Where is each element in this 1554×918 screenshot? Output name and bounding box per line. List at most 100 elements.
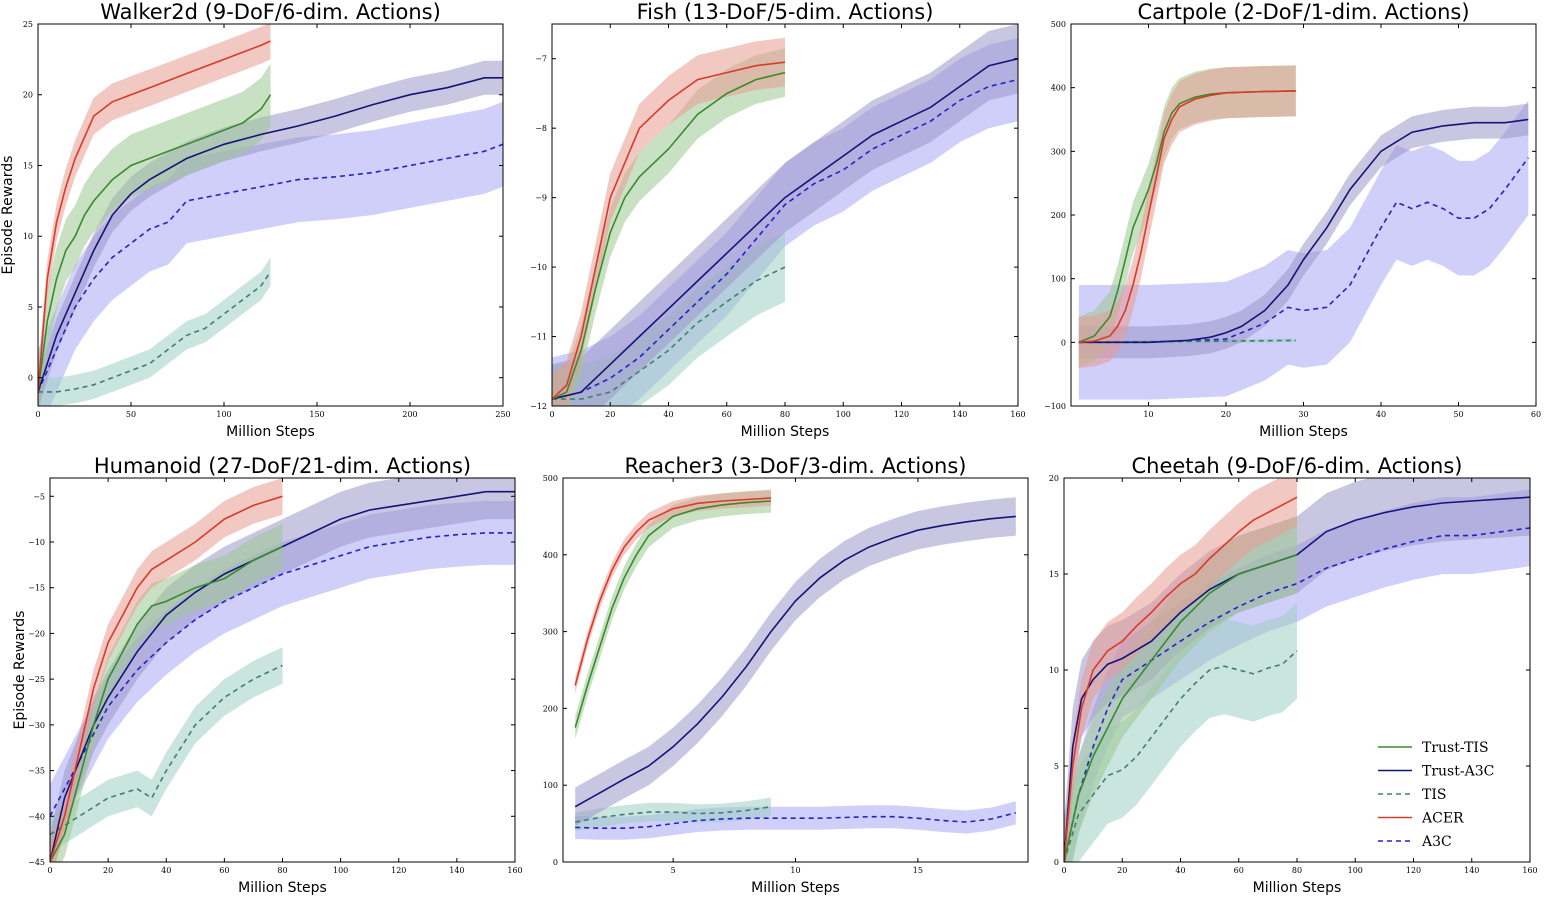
x-tick-label: 140	[449, 866, 464, 875]
y-tick-label: −10	[28, 538, 45, 547]
y-tick-label: 5	[28, 303, 33, 312]
line-tis	[1078, 339, 1296, 344]
line-a3c	[552, 78, 1018, 400]
x-tick-label: 40	[161, 866, 171, 875]
y-tick-label: 500	[1051, 20, 1066, 29]
y-tick-label: 200	[1051, 211, 1066, 220]
y-tick-label: 0	[553, 858, 558, 867]
line-a3c	[1064, 527, 1530, 862]
x-tick-label: 100	[1348, 866, 1363, 875]
x-tick-label: 80	[780, 410, 790, 419]
y-tick-label: 200	[543, 704, 558, 713]
y-tick-label: −12	[530, 402, 547, 411]
y-tick-label: −35	[28, 767, 45, 776]
line-trust-tis	[1064, 554, 1298, 862]
y-tick-label: 300	[543, 628, 558, 637]
line-trust-tis	[1078, 90, 1296, 344]
line-trust-a3c	[38, 77, 503, 393]
y-tick-label: 0	[28, 374, 33, 383]
x-tick-label: 0	[47, 866, 52, 875]
x-axis-label: Million Steps	[226, 424, 315, 440]
chart-cheetah: 0 20 40 60 80 100 120 140 160 0 5 10 15 20 Cheetah (9-…	[1049, 454, 1538, 896]
y-axis-label: Episode Rewards	[12, 611, 28, 730]
band-acer	[1064, 478, 1297, 862]
y-tick-label: 10	[1049, 666, 1059, 675]
x-tick-label: 250	[495, 410, 510, 419]
band-a3c	[38, 101, 503, 406]
y-tick-label: −40	[28, 812, 45, 821]
line-acer	[552, 61, 786, 400]
legend-label: ACER	[1421, 811, 1464, 827]
y-tick-label: −15	[28, 584, 45, 593]
x-tick-label: 120	[1406, 866, 1421, 875]
chart-reacher3: 5 10 15 0 100 200 300 400 500 Reacher3 (3-DoF/3-d…	[543, 454, 1029, 896]
x-tick-label: 60	[219, 866, 229, 875]
band-tis	[1064, 602, 1297, 862]
x-tick-label: 30	[1298, 410, 1308, 419]
band-acer	[575, 490, 771, 693]
legend-item-trust-a3c: Trust-A3C	[1378, 764, 1494, 780]
line-a3c	[575, 812, 1016, 829]
x-tick-label: 160	[1522, 866, 1537, 875]
series-group	[1064, 478, 1530, 862]
band-tis	[575, 797, 771, 832]
x-tick-label: 100	[836, 410, 851, 419]
line-a3c	[50, 532, 515, 817]
y-tick-label: 300	[1051, 147, 1066, 156]
x-tick-label: 60	[1234, 866, 1244, 875]
x-tick-label: 160	[507, 866, 522, 875]
x-tick-label: 10	[1143, 410, 1153, 419]
chart-title: Cartpole (2-DoF/1-dim. Actions)	[1137, 0, 1469, 24]
x-axis-label: Million Steps	[1253, 880, 1342, 896]
y-tick-label: 400	[543, 551, 558, 560]
x-tick-label: 100	[333, 866, 348, 875]
chart-fish: 0 20 40 60 80 100 120 140 160 −12 −11 −10 −9 −8 −7 Fish…	[530, 0, 1026, 440]
line-trust-a3c	[552, 57, 1018, 400]
x-axis-label: Million Steps	[238, 880, 327, 896]
chart-walker2d: 0 50 100 150 200 250 0 5 10 15 20 25 Walker2d (9-DoF…	[0, 0, 511, 440]
y-tick-label: 500	[543, 474, 558, 483]
y-tick-label: 15	[1049, 570, 1059, 579]
line-acer	[1078, 90, 1296, 344]
y-tick-label: −9	[535, 194, 547, 203]
line-trust-tis	[38, 94, 272, 393]
line-tis	[552, 266, 786, 400]
line-trust-a3c	[574, 515, 1016, 808]
line-acer	[574, 497, 772, 686]
y-tick-label: 25	[23, 20, 33, 29]
band-tis	[38, 257, 271, 406]
x-tick-label: 20	[103, 866, 113, 875]
legend-item-tis: TIS	[1378, 787, 1446, 803]
series-group	[552, 24, 1018, 406]
chart-title: Reacher3 (3-DoF/3-dim. Actions)	[625, 454, 967, 478]
x-tick-label: 200	[402, 410, 417, 419]
band-trust-a3c	[38, 60, 503, 406]
x-axis-label: Million Steps	[741, 424, 830, 440]
line-a3c	[38, 143, 503, 393]
y-axis-label: Episode Rewards	[0, 156, 16, 275]
y-tick-label: 10	[23, 232, 33, 241]
band-trust-a3c	[552, 24, 1018, 406]
line-tis	[575, 805, 772, 823]
line-acer	[38, 40, 271, 392]
x-tick-label: 140	[1464, 866, 1479, 875]
line-trust-a3c	[1078, 118, 1529, 344]
x-tick-label: 60	[722, 410, 732, 419]
x-tick-label: 120	[391, 866, 406, 875]
y-tick-label: −20	[28, 629, 45, 638]
x-tick-label: 40	[1175, 866, 1185, 875]
line-trust-tis	[50, 545, 283, 862]
legend-item-a3c: A3C	[1378, 834, 1452, 850]
x-tick-label: 150	[309, 410, 324, 419]
chart-title: Humanoid (27-DoF/21-dim. Actions)	[94, 454, 471, 478]
legend-label: Trust-A3C	[1422, 764, 1494, 780]
y-tick-label: 15	[23, 161, 33, 170]
legend-label: A3C	[1421, 834, 1452, 850]
y-tick-label: −5	[33, 492, 45, 501]
legend-item-acer: ACER	[1378, 811, 1464, 827]
series-group	[574, 489, 1016, 840]
chart-title: Walker2d (9-DoF/6-dim. Actions)	[100, 0, 441, 24]
chart-title: Fish (13-DoF/5-dim. Actions)	[637, 0, 934, 24]
y-tick-label: 100	[1051, 275, 1066, 284]
legend-label: Trust-TIS	[1422, 740, 1489, 756]
